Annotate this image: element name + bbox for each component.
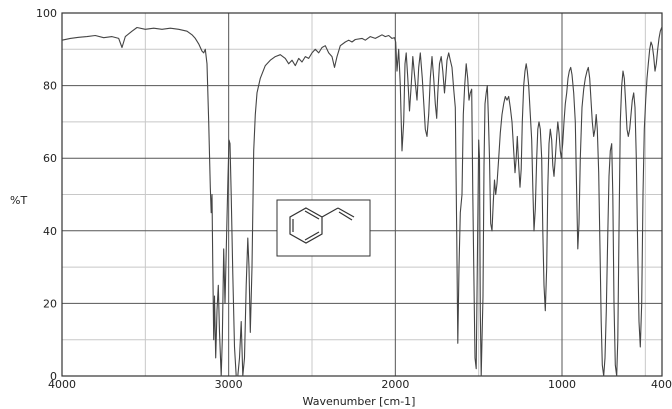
x-tick-label: 4000	[48, 378, 76, 391]
y-tick-label: 60	[43, 152, 57, 165]
y-tick-label: 80	[43, 80, 57, 93]
ring-double-bond-2	[304, 210, 320, 220]
plot-frame	[61, 12, 663, 377]
x-tick-label: 1000	[548, 378, 576, 391]
y-axis-ticks: 0 20 40 60 80 100	[36, 7, 57, 383]
vinyl-double-bond-inner	[338, 211, 353, 221]
minor-grid	[62, 13, 662, 376]
y-tick-label: 20	[43, 297, 57, 310]
y-tick-label: 40	[43, 225, 57, 238]
plot-border	[61, 12, 663, 377]
ring-double-bond-3	[304, 231, 320, 241]
vinyl-single-bond	[321, 207, 339, 218]
x-tick-label: 3000	[215, 378, 243, 391]
y-tick-label: 0	[50, 370, 57, 383]
styrene-structure-inset	[276, 199, 371, 257]
x-tick-label: 2000	[381, 378, 409, 391]
x-tick-label: 400	[651, 378, 672, 391]
x-axis-label: Wavenumber [cm-1]	[303, 395, 416, 408]
spectrum-line	[61, 26, 663, 377]
vinyl-double-bond-outer	[337, 207, 355, 218]
series-layer	[61, 26, 663, 377]
inset-frame	[276, 199, 371, 257]
y-tick-label: 100	[36, 7, 57, 20]
styrene-molecule-icon	[289, 207, 355, 244]
y-axis-label: %T	[10, 194, 27, 207]
x-axis-ticks: 4000 3000 2000 1000 400	[48, 378, 672, 391]
